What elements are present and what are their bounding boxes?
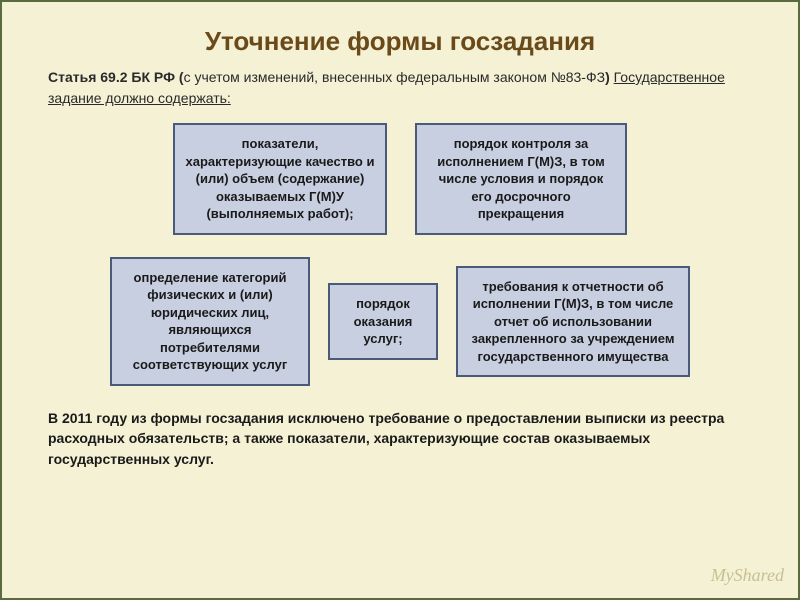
slide-subtitle: Статья 69.2 БК РФ (с учетом изменений, в… (48, 67, 752, 109)
box-procedure: порядок оказания услуг; (328, 283, 438, 360)
row-2: определение категорий физических и (или)… (48, 257, 752, 386)
box-control: порядок контроля за исполнением Г(М)З, в… (415, 123, 627, 235)
subtitle-close: ) (605, 69, 614, 85)
subtitle-prefix: Статья 69.2 БК РФ ( (48, 69, 184, 85)
box-indicators: показатели, характеризующие качество и (… (173, 123, 387, 235)
row-1: показатели, характеризующие качество и (… (48, 123, 752, 235)
box-categories: определение категорий физических и (или)… (110, 257, 310, 386)
watermark-text: MyShared (711, 565, 784, 585)
slide-title: Уточнение формы госзадания (48, 26, 752, 57)
box-reporting: требования к отчетности об исполнении Г(… (456, 266, 690, 378)
slide-container: Уточнение формы госзадания Статья 69.2 Б… (0, 0, 800, 600)
watermark: MyShared (711, 565, 784, 586)
subtitle-mid: с учетом изменений, внесенных федеральны… (184, 69, 606, 85)
footer-text: В 2011 году из формы госзадания исключен… (48, 408, 752, 469)
